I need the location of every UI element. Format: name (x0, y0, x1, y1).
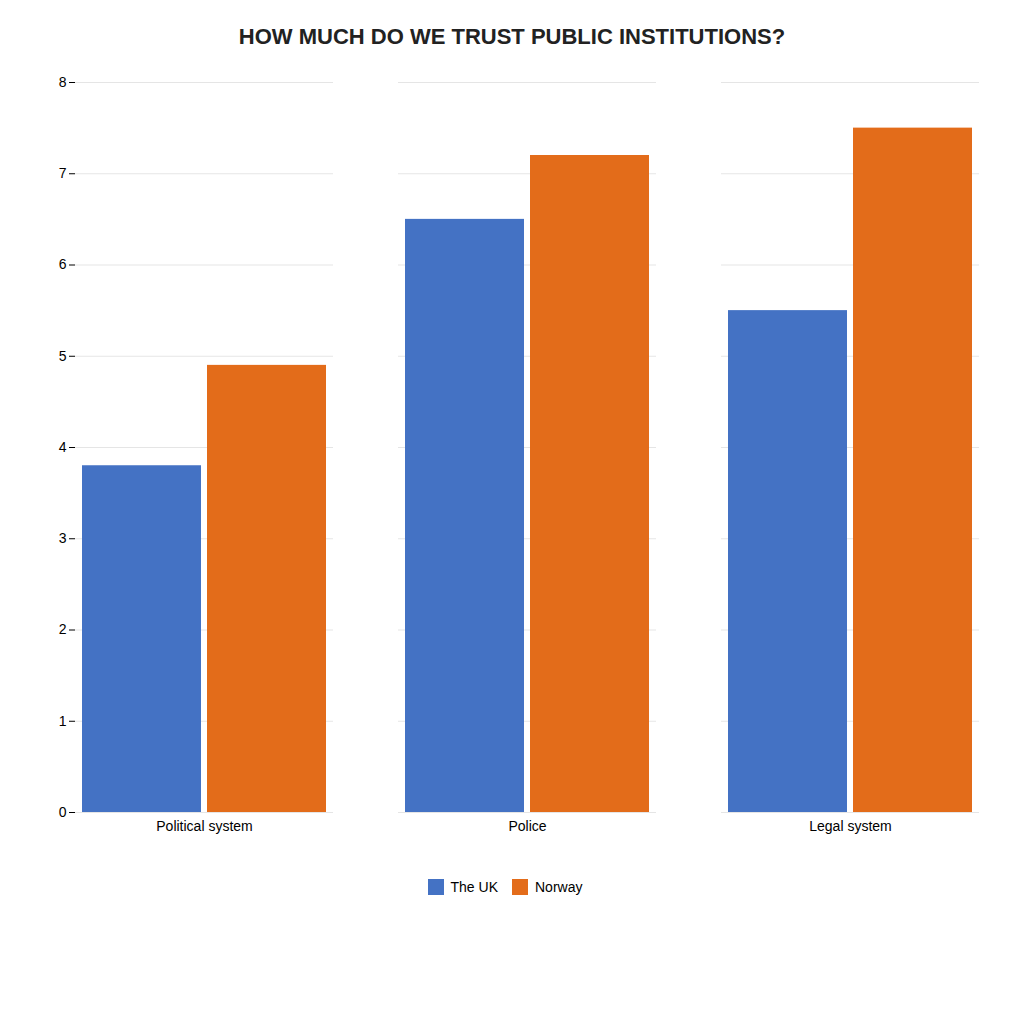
svg-text:0: 0 (59, 804, 67, 820)
svg-text:8: 8 (59, 74, 67, 90)
svg-text:Legal system: Legal system (809, 818, 891, 834)
svg-text:2: 2 (59, 621, 67, 637)
html-text:Norway: Norway (535, 878, 583, 895)
html-text:HOW MUCH DO WE TRUST PUBLIC IN: HOW MUCH DO WE TRUST PUBLIC INSTITUTIONS… (238, 24, 786, 49)
svg-text:5: 5 (59, 348, 67, 364)
svg-text:7: 7 (59, 165, 67, 181)
svg-text:3: 3 (59, 530, 67, 546)
svg-text:6: 6 (59, 256, 67, 272)
svg-text:Political system: Political system (156, 818, 252, 834)
svg-text:1: 1 (59, 713, 67, 729)
svg-text:Police: Police (508, 818, 546, 834)
svg-text:4: 4 (59, 439, 67, 455)
html-text:The UK: The UK (450, 878, 498, 895)
